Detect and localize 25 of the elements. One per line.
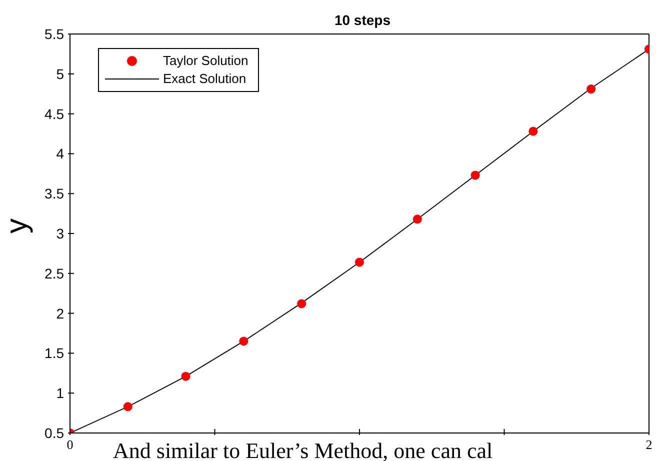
y-tick-label: 5.5 <box>44 26 64 42</box>
point <box>181 372 190 381</box>
point <box>239 336 248 346</box>
y-tick-label: 3.5 <box>44 186 64 202</box>
y-tick-label: 1 <box>56 385 64 402</box>
legend-label: Exact Solution <box>163 70 246 88</box>
y-tick-label: 2 <box>56 305 64 322</box>
chart-title: 10 steps <box>333 12 392 28</box>
point <box>297 299 306 308</box>
point <box>528 126 538 136</box>
y-tick-label: 1.5 <box>44 345 64 362</box>
y-tick-label: 2.5 <box>44 265 64 282</box>
point <box>586 84 596 94</box>
y-tick-label: 3 <box>56 226 64 242</box>
point <box>470 170 480 180</box>
y-tick-label: 4 <box>56 146 64 162</box>
point <box>354 258 364 267</box>
y-tick-label: 4.5 <box>44 106 64 122</box>
y-tick-label: 5 <box>56 66 64 82</box>
y-tick-label: 0.5 <box>44 425 64 441</box>
x-tick-label: 0 <box>66 437 74 452</box>
legend-label: Taylor Solution <box>163 52 248 70</box>
point <box>412 214 422 224</box>
point <box>123 402 132 412</box>
y-axis-title: y <box>0 218 34 234</box>
